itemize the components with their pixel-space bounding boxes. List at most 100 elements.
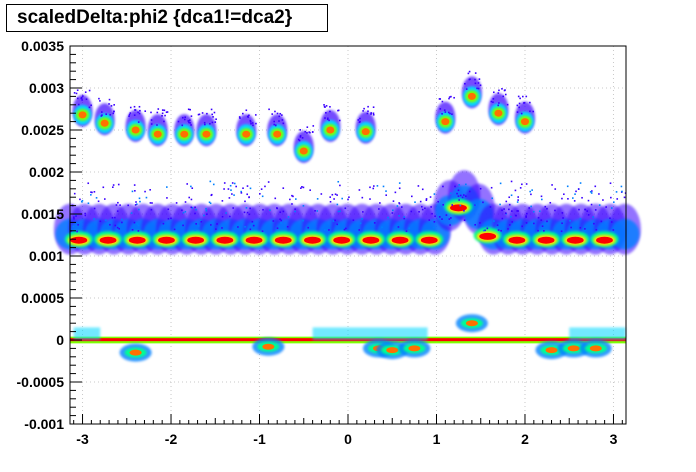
main-band-noise <box>191 207 194 209</box>
main-band-noise <box>87 202 90 205</box>
upper-cluster-noise <box>468 70 471 73</box>
main-band-noise <box>541 225 544 227</box>
main-band-noise <box>464 195 467 197</box>
main-band-noise <box>396 205 399 207</box>
upper-cluster-noise <box>358 121 361 124</box>
main-band-noise <box>243 211 246 214</box>
upper-cluster-noise <box>477 82 480 84</box>
main-band-noise <box>530 205 532 208</box>
main-band-noise <box>454 185 456 188</box>
upper-cluster-noise <box>278 115 281 118</box>
upper-cluster-noise <box>112 112 115 115</box>
main-band-noise <box>334 219 336 222</box>
main-band-noise <box>162 222 165 225</box>
main-band-noise <box>190 185 192 188</box>
main-band-noise <box>590 192 593 194</box>
main-band-noise <box>259 192 261 195</box>
main-band-noise <box>339 184 341 187</box>
main-band-noise <box>517 210 519 212</box>
main-band-noise <box>398 202 401 205</box>
upper-cluster-noise <box>438 98 441 100</box>
upper-cluster-noise <box>323 105 326 108</box>
main-band-noise <box>145 196 148 199</box>
x-tick-label: 3 <box>610 431 618 447</box>
upper-cluster-noise <box>76 97 79 100</box>
main-band-noise <box>73 216 75 218</box>
upper-cluster-noise <box>363 107 365 110</box>
upper-cluster-noise <box>150 119 153 121</box>
upper-cluster-noise <box>370 113 372 115</box>
upper-cluster-noise <box>81 99 83 101</box>
main-band-noise <box>381 226 383 229</box>
upper-cluster-noise <box>139 109 141 112</box>
upper-cluster-noise <box>177 120 180 123</box>
y-tick-label: -0.0005 <box>17 374 65 390</box>
upper-cluster-noise <box>214 121 217 123</box>
main-band-noise <box>244 225 246 228</box>
main-band-noise <box>182 224 184 227</box>
upper-cluster-noise <box>441 100 444 103</box>
main-band-noise <box>546 207 548 210</box>
main-band-noise <box>378 208 380 210</box>
upper-cluster-noise <box>239 117 241 119</box>
main-band-noise <box>541 198 543 201</box>
main-band-noise <box>546 220 548 223</box>
upper-cluster-noise <box>150 111 152 114</box>
main-band-noise <box>121 221 123 224</box>
main-band-noise <box>72 225 75 228</box>
main-band-noise <box>302 186 305 189</box>
main-band-noise <box>510 194 513 197</box>
main-band-noise <box>294 198 297 200</box>
upper-cluster-noise <box>502 95 505 98</box>
main-band-noise <box>486 227 489 230</box>
main-band-noise <box>511 221 514 223</box>
main-band-noise <box>475 204 477 206</box>
main-band-noise <box>115 204 118 206</box>
main-band-noise <box>144 190 146 193</box>
main-band-noise <box>514 189 517 192</box>
main-band-noise <box>432 226 435 229</box>
main-band-core <box>245 236 263 244</box>
main-band-noise <box>592 216 595 218</box>
upper-cluster-noise <box>529 101 531 104</box>
main-band-noise <box>170 217 172 220</box>
main-band-noise <box>87 182 90 185</box>
main-band-noise <box>332 220 335 222</box>
upper-cluster-noise <box>133 105 136 108</box>
main-band-noise <box>334 193 337 196</box>
upper-cluster-core <box>100 119 109 127</box>
data-layer <box>53 70 641 362</box>
x-tick-label: 0 <box>344 431 352 447</box>
main-band-noise <box>391 212 394 214</box>
main-band-noise <box>209 180 212 183</box>
upper-cluster-noise <box>337 109 340 112</box>
main-band-noise <box>134 190 136 192</box>
upper-cluster-noise <box>469 78 471 81</box>
main-band-noise <box>499 203 501 206</box>
main-band-noise <box>525 215 527 217</box>
main-band-noise <box>398 182 401 184</box>
main-band-noise <box>240 192 243 194</box>
main-band-noise <box>246 193 249 196</box>
main-band-noise <box>138 208 140 211</box>
upper-cluster-noise <box>165 111 168 113</box>
main-band-noise <box>491 197 494 200</box>
upper-cluster-noise <box>273 120 275 123</box>
main-band-noise <box>459 204 462 207</box>
main-band-noise <box>99 220 102 223</box>
upper-cluster-noise <box>211 121 214 124</box>
upper-cluster-noise <box>522 95 524 98</box>
zero-band-halo <box>569 327 626 340</box>
main-band-noise <box>530 193 532 196</box>
main-band-noise <box>505 200 508 203</box>
upper-cluster-noise <box>163 120 165 123</box>
upper-cluster-noise <box>308 131 311 133</box>
upper-cluster-noise <box>490 100 493 103</box>
upper-cluster-noise <box>156 111 159 114</box>
main-band-noise <box>323 229 326 231</box>
upper-cluster-noise <box>129 112 132 114</box>
main-band-noise <box>419 200 422 203</box>
upper-cluster-noise <box>306 132 308 134</box>
upper-cluster-noise <box>81 95 84 97</box>
